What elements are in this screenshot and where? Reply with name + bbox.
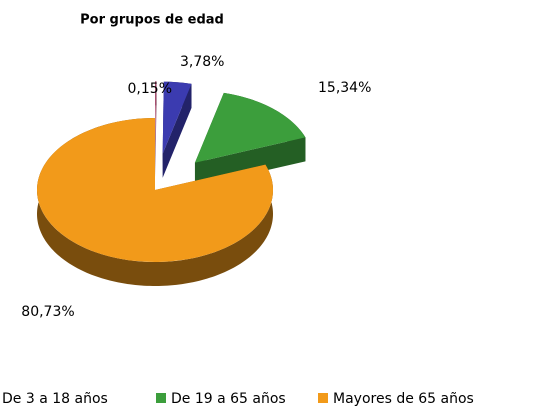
data-label: 0,15% bbox=[128, 81, 172, 97]
legend-label: De 3 a 18 años bbox=[2, 391, 108, 407]
data-label: 15,34% bbox=[318, 80, 371, 96]
slice bbox=[162, 81, 192, 154]
data-label: 3,78% bbox=[180, 54, 224, 70]
legend-swatch bbox=[318, 393, 328, 403]
slice-wall bbox=[162, 83, 192, 178]
slice bbox=[155, 81, 157, 154]
slice-wall bbox=[194, 137, 306, 187]
legend-label: De 19 a 65 años bbox=[171, 391, 286, 407]
data-label: 80,73% bbox=[21, 304, 74, 320]
legend-swatch bbox=[156, 393, 166, 403]
slice bbox=[194, 92, 306, 163]
slice bbox=[37, 118, 273, 262]
slice-wall bbox=[155, 81, 157, 178]
legend-label: Mayores de 65 años bbox=[333, 391, 474, 407]
chart-title: Por grupos de edad bbox=[80, 13, 224, 28]
